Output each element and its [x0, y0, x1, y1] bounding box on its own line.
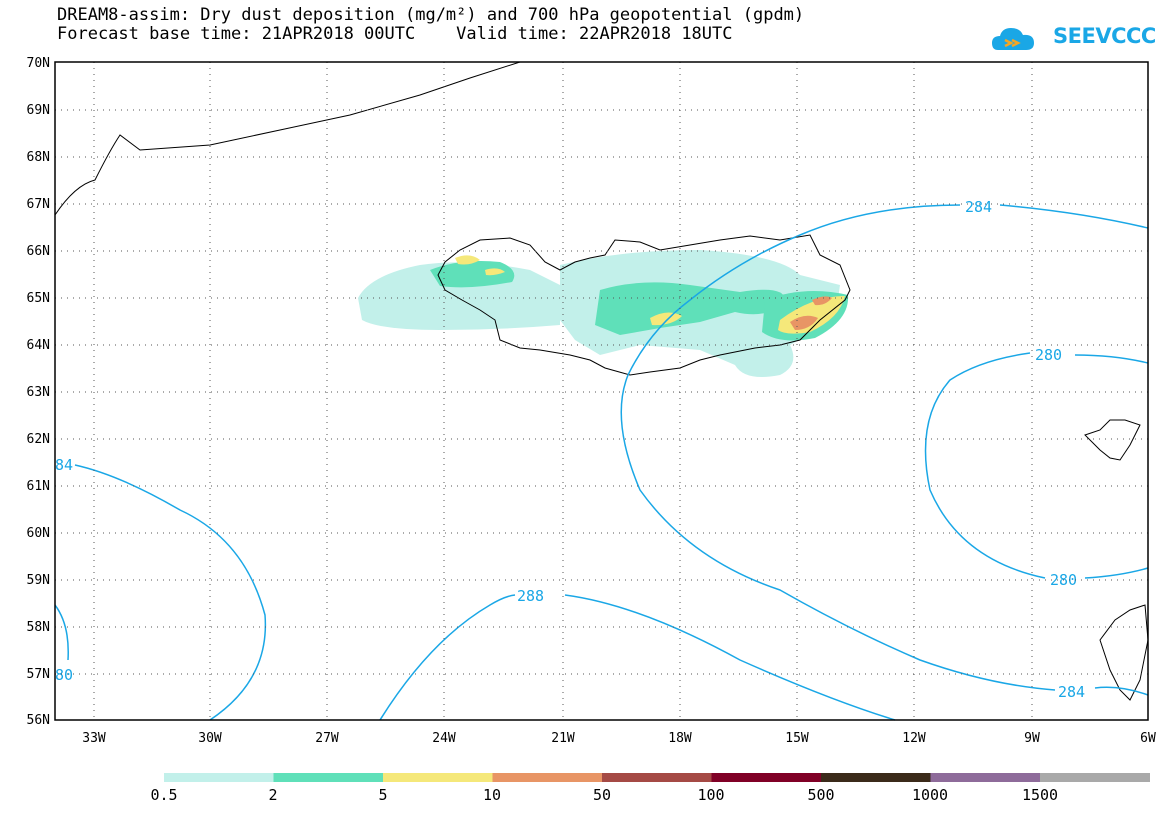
colorbar-label: 10 — [482, 786, 502, 804]
lat-label: 70N — [27, 56, 50, 71]
lon-label: 30W — [198, 731, 222, 746]
cloud-logo-icon — [992, 28, 1034, 50]
colorbar-label: 500 — [807, 786, 835, 804]
graticule — [55, 62, 1148, 720]
lat-label: 63N — [27, 385, 50, 400]
contour-label: 284 — [965, 198, 992, 216]
colorbar-label: 2 — [268, 786, 278, 804]
lon-label: 33W — [82, 731, 106, 746]
colorbar-label: 0.5 — [150, 786, 178, 804]
map-frame — [54, 61, 1149, 721]
colorbar-swatch — [821, 773, 931, 782]
lon-label: 21W — [551, 731, 575, 746]
lat-label: 56N — [27, 713, 50, 728]
colorbar-label: 5 — [378, 786, 388, 804]
contour-label: 84 — [55, 456, 73, 474]
lon-label: 27W — [315, 731, 339, 746]
colorbar-swatch — [602, 773, 712, 782]
colorbar-label: 1500 — [1021, 786, 1059, 804]
title-line-1: DREAM8-assim: Dry dust deposition (mg/m²… — [57, 5, 805, 25]
dust-shading — [358, 250, 849, 378]
colorbar-label: 1000 — [911, 786, 949, 804]
lat-label: 57N — [27, 667, 50, 682]
colorbar — [164, 773, 1150, 782]
lon-label: 15W — [785, 731, 809, 746]
lat-label: 65N — [27, 291, 50, 306]
coastlines — [54, 61, 1149, 701]
lon-label: 18W — [668, 731, 692, 746]
colorbar-swatch — [492, 773, 603, 782]
contour-label: 80 — [55, 666, 73, 684]
lat-label: 62N — [27, 432, 50, 447]
colorbar-swatch — [164, 773, 274, 782]
colorbar-swatch — [930, 773, 1041, 782]
title-line-2: Forecast base time: 21APR2018 00UTC Vali… — [57, 24, 733, 44]
contour-labels: 284 280 280 284 288 80 84 — [55, 198, 1085, 701]
colorbar-swatch — [273, 773, 384, 782]
lat-label: 66N — [27, 244, 50, 259]
lon-label: 9W — [1024, 731, 1040, 746]
colorbar-label: 100 — [697, 786, 725, 804]
colorbar-label: 50 — [592, 786, 612, 804]
lat-label: 64N — [27, 338, 50, 353]
lat-label: 61N — [27, 479, 50, 494]
geopotential-contours — [54, 204, 1149, 721]
logo-text: SEEVCCC — [1053, 24, 1156, 48]
lon-label: 24W — [432, 731, 456, 746]
lat-label: 58N — [27, 620, 50, 635]
colorbar-swatch — [711, 773, 822, 782]
contour-label: 288 — [517, 587, 544, 605]
longitude-labels: 33W 30W 27W 24W 21W 18W 15W 12W 9W 6W — [82, 731, 1156, 746]
contour-label: 280 — [1035, 346, 1062, 364]
lon-label: 6W — [1140, 731, 1156, 746]
colorbar-swatch — [1040, 773, 1150, 782]
colorbar-swatch — [383, 773, 493, 782]
lat-label: 59N — [27, 573, 50, 588]
latitude-labels: 70N 69N 68N 67N 66N 65N 64N 63N 62N 61N … — [27, 56, 50, 728]
lat-label: 60N — [27, 526, 50, 541]
lat-label: 67N — [27, 197, 50, 212]
contour-label: 284 — [1058, 683, 1085, 701]
lat-label: 68N — [27, 150, 50, 165]
lat-label: 69N — [27, 103, 50, 118]
lon-label: 12W — [902, 731, 926, 746]
